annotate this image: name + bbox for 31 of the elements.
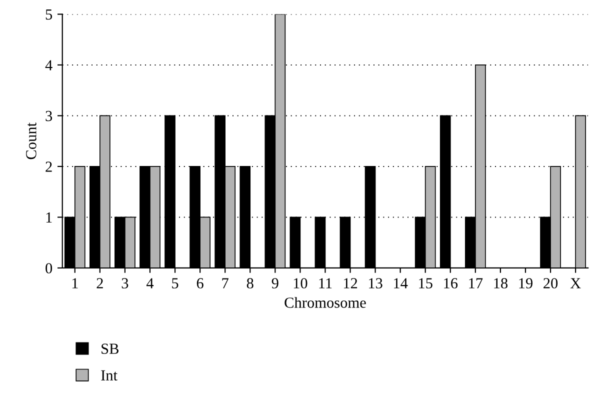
x-tick-label: 15 bbox=[419, 278, 432, 288]
x-tick-label: X bbox=[570, 278, 581, 288]
legend-label: SB bbox=[102, 344, 119, 354]
x-tick-label: 9 bbox=[272, 278, 278, 288]
y-tick-label: 2 bbox=[46, 162, 52, 172]
x-axis-title: Chromosome bbox=[284, 297, 366, 308]
x-tick-label: 11 bbox=[319, 278, 332, 288]
x-tick-label: 18 bbox=[494, 278, 508, 288]
x-tick-label: 20 bbox=[544, 278, 558, 288]
y-tick-label: 4 bbox=[45, 60, 52, 70]
x-tick-label: 8 bbox=[246, 278, 254, 288]
x-tick-label: 13 bbox=[368, 278, 382, 288]
legend-label: Int bbox=[101, 370, 118, 381]
x-tick-label: 3 bbox=[122, 278, 128, 288]
y-axis-title: Count bbox=[26, 122, 36, 160]
x-tick-label: 17 bbox=[469, 278, 483, 288]
y-tick-label: 1 bbox=[46, 212, 52, 223]
x-tick-label: 6 bbox=[196, 278, 204, 288]
x-tick-label: 12 bbox=[344, 278, 358, 288]
x-tick-label: 7 bbox=[222, 278, 228, 288]
y-tick-label: 3 bbox=[46, 110, 52, 122]
x-tick-label: 16 bbox=[444, 278, 458, 288]
x-tick-label: 2 bbox=[96, 278, 103, 288]
x-tick-label: 10 bbox=[294, 278, 308, 288]
y-tick-label: 0 bbox=[46, 263, 52, 274]
x-tick-label: 1 bbox=[72, 278, 78, 288]
x-tick-label: 19 bbox=[519, 278, 532, 288]
y-tick-label: 5 bbox=[46, 10, 52, 20]
x-tick-label: 14 bbox=[394, 278, 408, 288]
x-tick-label: 5 bbox=[172, 278, 178, 288]
x-tick-label: 4 bbox=[146, 278, 154, 288]
